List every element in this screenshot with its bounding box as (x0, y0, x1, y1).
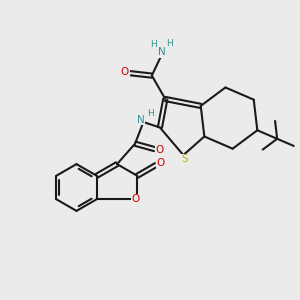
Text: S: S (182, 154, 188, 164)
Text: H: H (150, 40, 156, 49)
Text: H: H (167, 39, 173, 48)
Text: N: N (136, 115, 144, 125)
Text: O: O (156, 158, 165, 169)
Text: O: O (156, 145, 164, 155)
Text: O: O (132, 194, 140, 204)
Text: N: N (158, 47, 166, 57)
Text: O: O (121, 67, 129, 77)
Text: H: H (147, 109, 153, 118)
